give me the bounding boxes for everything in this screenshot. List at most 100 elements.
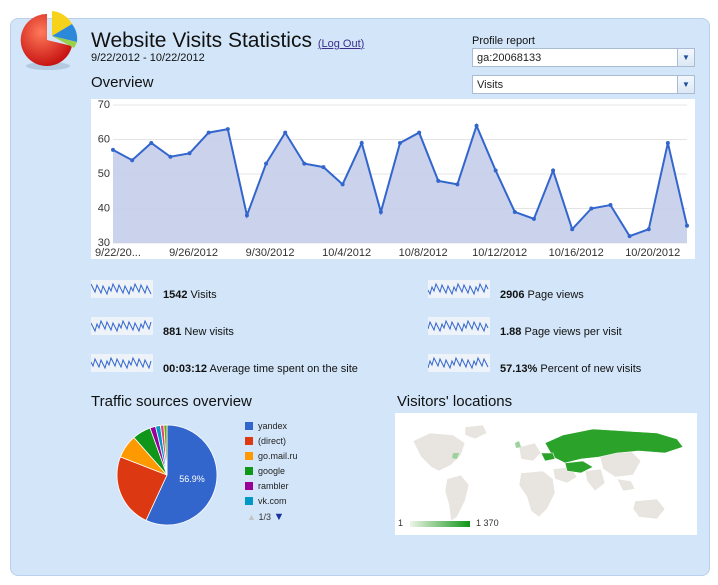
pie-slice[interactable] (145, 424, 218, 526)
title-text: Website Visits Statistics (91, 29, 312, 52)
x-tick-label: 10/16/2012 (549, 247, 604, 259)
x-tick-label: 10/20/2012 (625, 247, 680, 259)
sparkline-icon (428, 354, 490, 372)
visits-chart: 30 40 50 60 70 9/22/20... 9/26/2012 9/30/2012 10… (91, 99, 695, 259)
profile-select-value: ga:20068133 (477, 52, 542, 64)
legend-pager: ▲ 1/3 ▼ (247, 511, 284, 523)
date-range: 9/22/2012 - 10/22/2012 (91, 52, 205, 64)
legend-label: google (258, 466, 286, 476)
data-point (493, 168, 498, 173)
data-point (111, 147, 115, 152)
sparkline-icon (428, 317, 490, 335)
legend-label: (direct) (258, 436, 287, 446)
sparkline-line (428, 319, 489, 333)
overview-title: Overview (91, 74, 154, 91)
data-point (359, 140, 364, 145)
legend-swatch (245, 437, 253, 445)
map-southeast-asia (616, 478, 636, 492)
visits-chart-svg: 30 40 50 60 70 9/22/20... 9/26/2012 9/30/2012 10… (95, 99, 689, 259)
map-uk (515, 441, 521, 448)
x-tick-label: 9/26/2012 (169, 247, 218, 259)
stat-value: 881 (163, 326, 182, 338)
legend-item[interactable]: google (245, 466, 298, 481)
pie-chart-logo-icon (16, 8, 80, 72)
map-kazakhstan (564, 460, 594, 474)
pager-next-icon[interactable]: ▼ (273, 511, 285, 523)
sparkline-line (428, 282, 489, 296)
pager-prev-icon[interactable]: ▲ (247, 512, 256, 522)
data-point (244, 213, 249, 218)
sparkline-icon (91, 280, 153, 298)
stat-text: 00:03:12 Average time spent on the site (163, 363, 358, 375)
visitors-locations-title: Visitors' locations (397, 393, 513, 410)
stat-value: 57.13% (500, 363, 538, 375)
x-tick-label: 10/12/2012 (472, 247, 527, 259)
profile-select[interactable]: ga:20068133 ▼ (472, 48, 695, 67)
legend-swatch (245, 482, 253, 490)
sparkline-icon (91, 354, 153, 372)
metric-select[interactable]: Visits ▼ (472, 75, 695, 94)
legend-item[interactable]: yandex (245, 421, 298, 436)
sparkline-line (428, 356, 489, 370)
logout-link[interactable]: (Log Out) (317, 38, 365, 50)
data-point (665, 140, 670, 145)
logout-label[interactable]: Log Out (321, 38, 361, 50)
map-color-scale: 1 1 370 (398, 518, 499, 528)
legend-swatch (245, 422, 253, 430)
data-point (685, 223, 689, 228)
stat-text: 1542 Visits (163, 289, 217, 301)
data-point (646, 227, 651, 232)
data-point (264, 161, 269, 166)
data-point (187, 151, 192, 156)
legend-item[interactable]: rambler (245, 481, 298, 496)
map-south-america (444, 474, 470, 522)
legend-label: vk.com (258, 496, 287, 506)
stat-value: 00:03:12 (163, 363, 208, 375)
map-north-america (412, 432, 466, 472)
stat-value: 1.88 (500, 326, 522, 338)
stat-text: 2906 Page views (500, 289, 584, 301)
metric-select-value: Visits (477, 79, 504, 91)
chevron-down-icon[interactable]: ▼ (677, 49, 694, 66)
x-tick-label: 9/30/2012 (246, 247, 295, 259)
visitors-map[interactable] (395, 413, 697, 535)
data-point (149, 140, 154, 145)
legend-swatch (245, 467, 253, 475)
sparkline-line (91, 356, 152, 370)
map-usa-east (452, 453, 459, 459)
stat-value: 2906 (500, 289, 525, 301)
legend-item[interactable]: vk.com (245, 496, 298, 511)
pie-slice[interactable] (116, 456, 168, 521)
data-point (512, 209, 517, 214)
page-title: Website Visits Statistics (Log Out) (91, 29, 364, 53)
data-point (455, 182, 460, 187)
map-africa (518, 470, 556, 518)
y-tick-label: 30 (98, 237, 110, 249)
data-point (551, 168, 556, 173)
traffic-pie-chart: 56.9% (112, 420, 222, 530)
legend-item[interactable]: go.mail.ru (245, 451, 298, 466)
data-point (168, 154, 173, 159)
data-point (321, 165, 326, 170)
sparkline-icon (91, 317, 153, 335)
map-europe-west (518, 442, 542, 462)
data-point (417, 130, 422, 135)
x-tick-label: 10/8/2012 (399, 247, 448, 259)
data-point (570, 227, 575, 232)
stat-label: Page views per visit (524, 326, 622, 338)
sparkline-line (91, 282, 152, 296)
chevron-down-icon[interactable]: ▼ (677, 76, 694, 93)
data-point (378, 209, 383, 214)
legend-item[interactable]: (direct) (245, 436, 298, 451)
y-tick-label: 60 (98, 134, 110, 146)
stat-text: 881 New visits (163, 326, 234, 338)
pie-slice[interactable] (163, 424, 168, 476)
data-point (474, 123, 479, 128)
data-point (627, 234, 632, 239)
profile-report-label: Profile report (472, 35, 535, 47)
scale-min: 1 (398, 518, 404, 528)
sparkline-line (91, 319, 152, 333)
stat-text: 57.13% Percent of new visits (500, 363, 641, 375)
data-point (206, 130, 211, 135)
y-tick-label: 50 (98, 168, 110, 180)
